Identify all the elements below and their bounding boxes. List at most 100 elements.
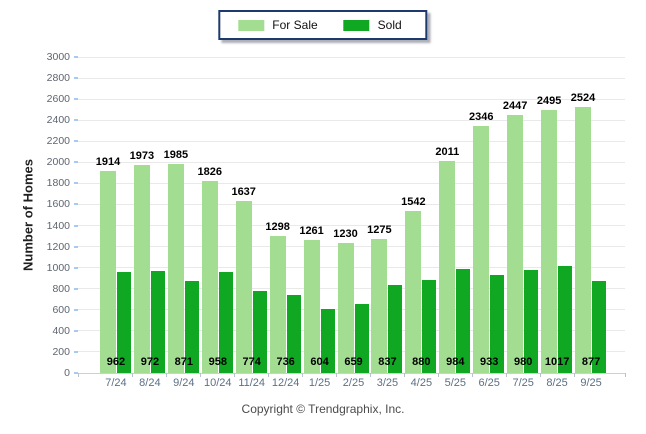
y-tick-mark [74,329,78,332]
bar-for-sale [507,115,524,373]
sold-value-label: 933 [480,356,499,368]
y-tick-mark [74,140,78,143]
gridline [78,225,625,227]
bar-for-sale [337,243,354,373]
gridline [78,182,625,184]
x-tick-label: 8/25 [546,377,568,389]
bar-sold [592,280,607,373]
y-tick-label: 1000 [46,261,70,274]
y-tick-mark [74,266,78,269]
bar-for-sale [133,165,150,373]
y-tick-mark [74,224,78,227]
y-tick-label: 2600 [46,93,70,106]
x-tick-mark [437,373,439,377]
bar-sold [150,270,165,373]
y-tick-label: 2800 [46,72,70,85]
legend-item-sold: Sold [343,18,402,32]
y-tick-mark [74,119,78,122]
bar-sold [354,303,369,373]
x-tick-mark [77,373,79,377]
x-tick-mark [539,373,541,377]
bar-sold [456,269,471,373]
for-sale-value-label: 1637 [231,185,256,198]
legend-item-for-sale: For Sale [238,18,318,32]
sold-value-label: 962 [106,356,126,368]
bar-for-sale [439,161,456,373]
sold-value-label: 736 [276,356,295,368]
x-tick-label: 4/25 [410,377,433,389]
x-tick-label: 11/24 [238,377,266,389]
bar-for-sale [405,210,422,373]
y-tick-label: 2400 [46,114,70,127]
for-sale-value-label: 1261 [299,225,324,238]
gridline [78,372,625,374]
for-sale-value-label: 1542 [401,195,426,208]
bar-sold [422,280,437,373]
x-tick-mark [403,373,405,377]
x-tick-label: 10/24 [204,377,232,389]
sold-value-label: 877 [581,356,601,368]
x-tick-label: 7/24 [105,377,127,389]
for-sale-value-label: 1275 [367,223,392,236]
gridline [78,140,625,142]
y-tick-mark [74,56,78,58]
x-tick-label: 2/25 [342,377,365,389]
x-tick-mark [132,373,134,377]
sold-value-label: 604 [310,356,329,368]
y-tick-label: 2200 [46,135,70,148]
x-tick-label: 1/25 [308,377,331,389]
copyright-text: Copyright © Trendgraphix, Inc. [241,402,405,416]
for-sale-value-label: 2524 [570,92,596,105]
y-tick-label: 3000 [46,51,70,63]
legend: For Sale Sold [218,10,428,40]
bar-for-sale [541,110,558,373]
x-tick-label: 8/24 [139,377,161,389]
bar-sold [252,291,267,373]
y-tick-mark [74,287,78,290]
bar-for-sale [201,180,218,373]
x-tick-label: 6/25 [478,377,500,389]
bar-for-sale [269,236,286,373]
sold-value-label: 880 [412,356,431,368]
y-tick-label: 1200 [46,240,70,253]
y-tick-label: 200 [52,345,70,358]
for-sale-swatch-icon [238,19,265,31]
bar-for-sale [575,107,592,373]
for-sale-value-label: 1826 [197,165,223,178]
x-axis: 7/24 8/24 9/24 10/24 11/24 12/24 1/25 2/25 3/25 4… [78,377,625,393]
y-tick-mark [74,98,78,101]
x-tick-mark [573,373,575,377]
y-tick-mark [74,161,78,164]
x-tick-mark [505,373,507,377]
gridline [78,203,625,205]
x-tick-mark [471,373,473,377]
bar-sold [116,271,131,373]
gridline [78,56,625,58]
for-sale-value-label: 1985 [163,148,189,161]
sold-swatch-icon [343,19,370,31]
bar-sold [184,281,199,373]
sold-value-label: 1017 [544,356,570,368]
for-sale-value-label: 2346 [468,110,494,123]
x-tick-label: 9/24 [173,377,195,389]
gridline [78,98,625,100]
bar-for-sale [99,171,116,373]
bar-sold [558,265,573,373]
x-tick-label: 12/24 [271,377,300,389]
x-tick-mark [234,373,236,377]
gridline [78,161,625,163]
for-sale-value-label: 1230 [333,228,358,241]
sold-value-label: 958 [208,356,227,368]
gridline [78,119,625,121]
sold-value-label: 984 [446,356,465,368]
for-sale-value-label: 1973 [129,150,155,163]
y-tick-label: 2000 [46,156,70,169]
y-tick-label: 1600 [46,198,70,211]
y-tick-mark [74,308,78,311]
sold-value-label: 774 [242,356,261,368]
sold-value-label: 980 [513,356,533,368]
bar-sold [524,269,539,373]
bar-sold [218,272,233,373]
bar-for-sale [235,200,252,373]
